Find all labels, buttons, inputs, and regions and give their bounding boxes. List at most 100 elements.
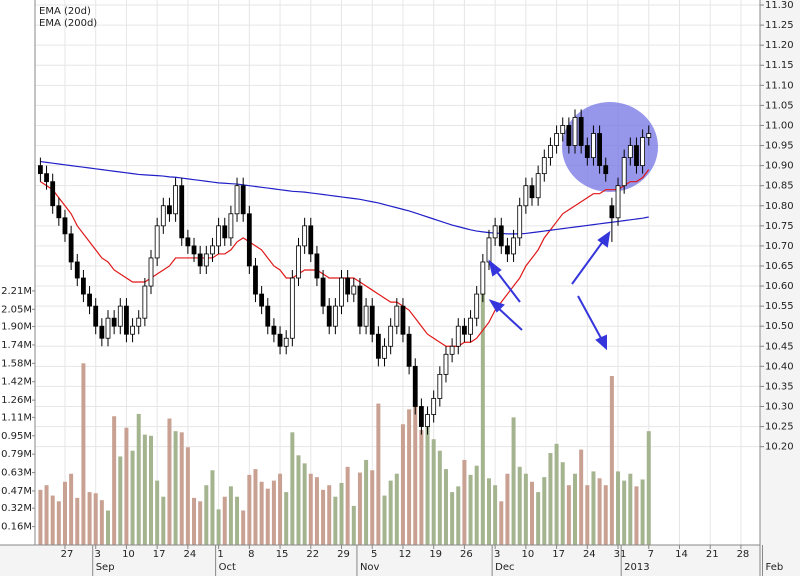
candle-body: [529, 185, 535, 199]
candle-body: [511, 237, 516, 255]
volume-bar: [591, 471, 596, 545]
volume-bar: [339, 482, 344, 545]
volume-bar: [192, 497, 197, 545]
candle-body: [222, 225, 228, 239]
y-tick-label: 10.40: [765, 361, 794, 372]
volume-bar: [431, 439, 436, 545]
volume-bar: [327, 485, 332, 545]
volume-bar: [99, 500, 104, 545]
volume-bar: [75, 497, 80, 545]
candle-body: [339, 277, 344, 307]
candle-body: [265, 305, 271, 327]
volume-bar: [253, 469, 258, 545]
volume-bar: [480, 263, 485, 545]
ema-line: [40, 169, 650, 347]
volume-bar: [235, 496, 240, 545]
arrow: [493, 267, 521, 303]
x-tick-label: 14: [675, 549, 688, 560]
volume-bar: [388, 480, 393, 545]
candle-body: [124, 305, 129, 335]
x-tick-label: 15: [276, 549, 289, 560]
volume-bar: [486, 478, 491, 545]
x-tick-label: 29: [337, 549, 350, 560]
candle-body: [130, 325, 135, 335]
candle-body: [173, 185, 178, 215]
volume-bar: [628, 473, 633, 545]
volume-bar: [603, 485, 608, 545]
x-tick-label: 7: [648, 549, 654, 560]
y-tick-label: 10.80: [765, 201, 794, 212]
volume-bar: [179, 432, 184, 545]
volume-bar: [155, 480, 160, 545]
volume-bar: [462, 459, 467, 545]
candle-body: [332, 305, 338, 327]
candle-body: [597, 133, 602, 167]
volume-bar: [130, 450, 135, 545]
candle-body: [345, 277, 351, 295]
volume-bar: [499, 501, 504, 545]
arrow-head: [597, 230, 611, 248]
candle-body: [203, 253, 209, 267]
volume-bar: [351, 505, 356, 545]
volume-bar: [161, 496, 166, 545]
volume-bar: [210, 470, 215, 545]
x-tick-label: 10: [521, 549, 534, 560]
candle-body: [492, 225, 498, 239]
candle-body: [578, 117, 584, 146]
candle-body: [68, 233, 74, 263]
month-label: Feb: [766, 562, 784, 573]
y2-tick-label: 0.79M: [1, 449, 32, 460]
x-tick-label: 17: [153, 549, 166, 560]
candle-body: [474, 293, 480, 319]
volume-bar: [468, 474, 473, 545]
volume-bar: [198, 501, 203, 545]
y-tick-label: 11.30: [765, 0, 794, 11]
volume-bar: [167, 418, 172, 545]
volume-bar: [609, 375, 614, 545]
candle-body: [541, 157, 547, 175]
volume-bar: [394, 473, 399, 545]
candle-body: [216, 225, 222, 247]
volume-bar: [271, 480, 276, 545]
candle-body: [400, 305, 406, 335]
y2-tick-label: 0.63M: [1, 468, 32, 479]
candle-body: [283, 337, 289, 347]
volume-bar: [566, 485, 571, 545]
candle-body: [277, 333, 283, 347]
volume-bar: [290, 432, 295, 545]
volume-bar: [505, 473, 510, 545]
volume-bar: [517, 466, 522, 545]
volume-bar: [124, 427, 129, 545]
y-tick-label: 10.50: [765, 321, 794, 332]
candle-body: [105, 317, 111, 339]
candle-body: [382, 345, 387, 359]
candle-body: [566, 125, 572, 146]
volume-bar: [296, 455, 301, 545]
volume-bar: [62, 481, 67, 545]
candle-body: [591, 133, 596, 158]
volume-bar: [112, 416, 117, 545]
candle-body: [117, 305, 123, 327]
marks: [38, 109, 652, 545]
volume-bar: [173, 431, 178, 545]
volume-bar: [622, 480, 627, 545]
candle-body: [375, 333, 381, 359]
candle-body: [462, 325, 467, 335]
arrow: [495, 305, 523, 331]
y-tick-label: 10.65: [765, 261, 794, 272]
y2-tick-label: 1.26M: [1, 395, 32, 406]
volume-bar: [400, 424, 405, 545]
candle-body: [308, 225, 314, 255]
volume-bar: [597, 478, 602, 545]
volume-bar: [204, 485, 209, 545]
volume-bar: [149, 435, 154, 545]
volume-bar: [370, 470, 375, 545]
y-tick-label: 10.55: [765, 301, 794, 312]
candle-body: [603, 165, 609, 175]
volume-bar: [44, 485, 49, 545]
candle-body: [271, 325, 277, 335]
x-tick-label: 24: [583, 549, 596, 560]
candle-body: [191, 245, 197, 255]
y2-tick-label: 1.74M: [1, 340, 32, 351]
volume-bar: [616, 471, 621, 545]
